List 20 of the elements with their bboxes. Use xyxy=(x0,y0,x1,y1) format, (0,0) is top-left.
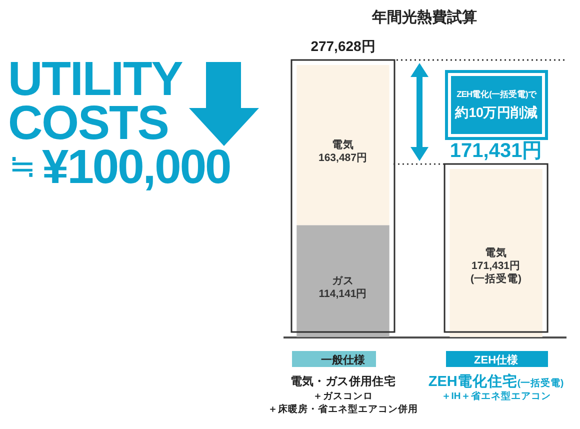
series-label: 電気 xyxy=(332,139,354,152)
series-label: ガス xyxy=(332,275,354,288)
total-label: 171,431円 xyxy=(450,140,542,162)
text: ＋ガスコンロ xyxy=(312,390,373,403)
text: ＋IH＋省エネ型エアコン xyxy=(441,390,551,403)
text: (一括受電) xyxy=(517,378,564,389)
text: ＋床暖房・省エネ型エアコン併用 xyxy=(268,403,418,416)
annotation: 約10万円削減 xyxy=(455,104,538,122)
data-label: 163,487円 xyxy=(318,152,368,164)
data-label: 114,141円 xyxy=(318,288,368,300)
total-label: 277,628円 xyxy=(310,38,376,54)
x-tick-label: 一般仕様 xyxy=(320,354,366,366)
x-tick-label: ZEH仕様 xyxy=(474,354,520,366)
text: 電気・ガス併用住宅 xyxy=(290,374,396,390)
chart-title: 年間光熱費試算 xyxy=(372,8,477,28)
text: ZEH電化住宅 xyxy=(428,372,518,391)
data-label: 171,431円 (一括受電) xyxy=(470,260,522,286)
annotation: ZEH電化(一括受電)で xyxy=(456,88,536,100)
text: 電気 xyxy=(485,247,508,260)
callout-box: ZEH電化(一括受電)で 約10万円削減 xyxy=(445,70,548,140)
